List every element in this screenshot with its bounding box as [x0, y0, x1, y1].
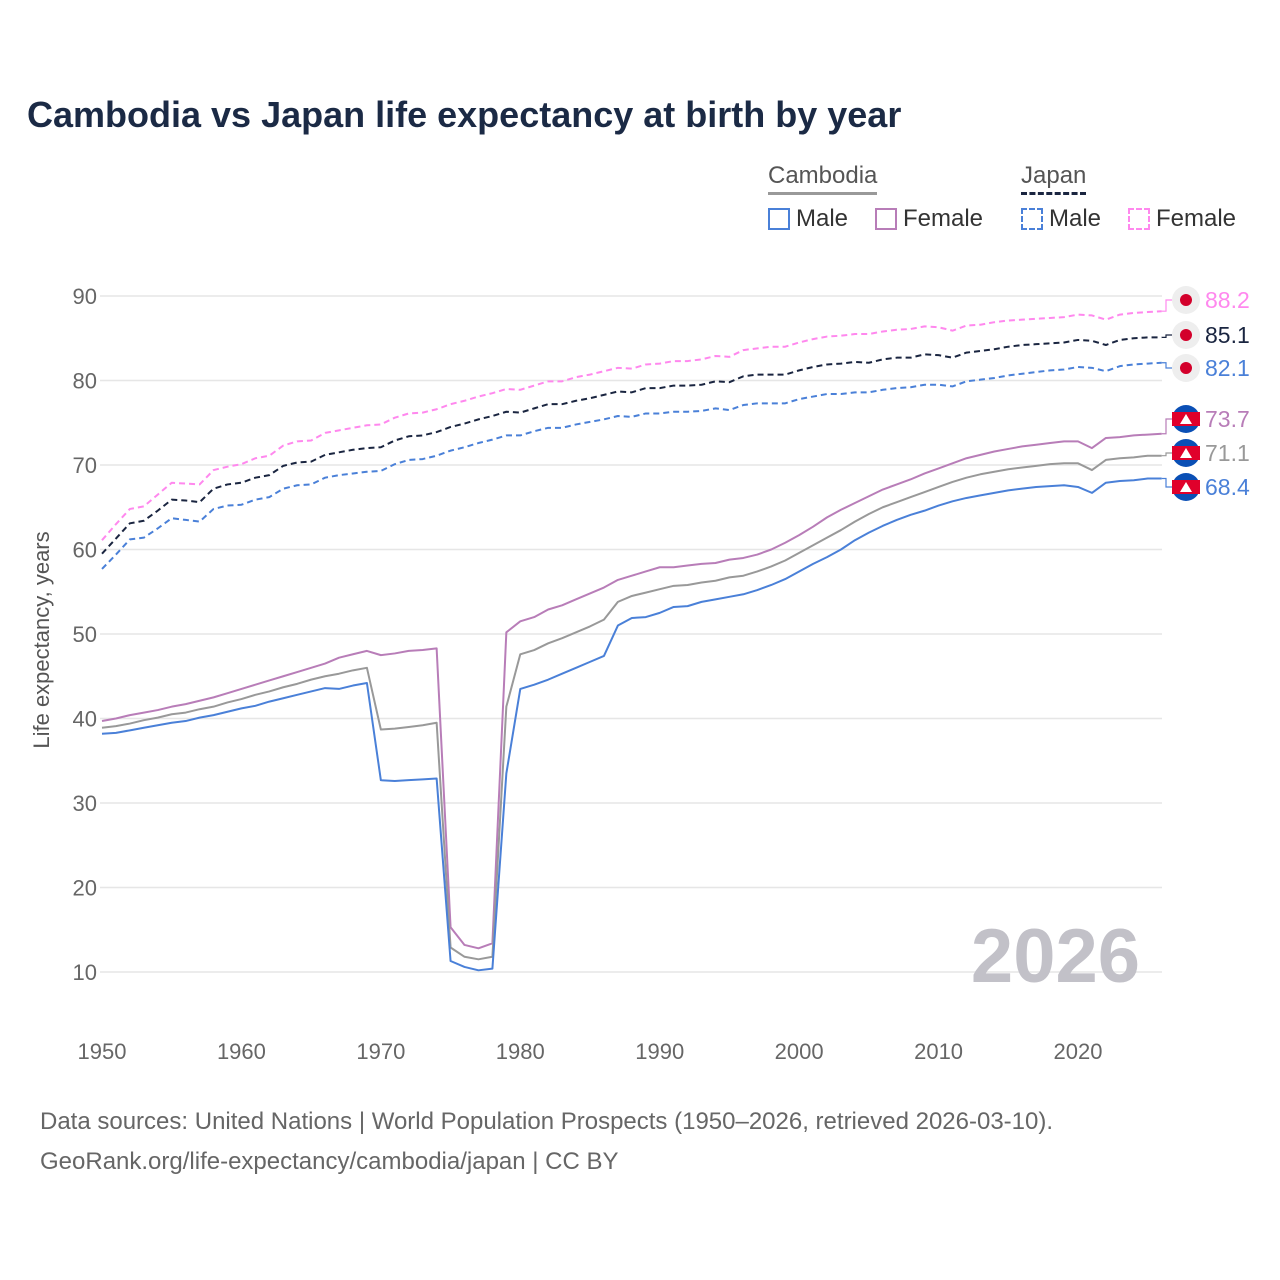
x-tick-label: 2010 [914, 1039, 963, 1064]
leader-line [1161, 477, 1172, 488]
y-tick-label: 30 [73, 791, 97, 816]
series-line-cambodia-total [101, 454, 1162, 961]
series-line-japan-male [101, 361, 1162, 570]
end-value-label: 68.4 [1205, 474, 1250, 500]
end-value-label: 73.7 [1205, 406, 1250, 432]
footer-link[interactable]: GeoRank.org/life-expectancy/cambodia/jap… [40, 1148, 619, 1175]
japan-flag-disc [1180, 329, 1192, 341]
y-tick-label: 70 [73, 453, 97, 478]
legend-japan-female[interactable]: Female [1128, 205, 1236, 233]
japan-flag-disc [1180, 362, 1192, 374]
x-tick-label: 1960 [217, 1039, 266, 1064]
legend-cambodia-male[interactable]: Male [768, 205, 848, 233]
y-tick-label: 80 [73, 369, 97, 394]
legend-group-cambodia: Cambodia [768, 162, 878, 195]
legend-japan-male[interactable]: Male [1021, 205, 1101, 233]
legend-label: Female [1156, 205, 1237, 232]
year-watermark: 2026 [971, 914, 1140, 999]
y-tick-label: 50 [73, 622, 97, 647]
leader-line [1161, 299, 1172, 312]
x-tick-label: 1980 [496, 1039, 545, 1064]
legend-label: Female [903, 205, 984, 232]
series-line-cambodia-female [101, 432, 1162, 950]
leader-line [1161, 334, 1172, 339]
leader-line [1161, 362, 1172, 369]
series-line-japan-female [101, 310, 1162, 541]
footer-sources: Data sources: United Nations | World Pop… [40, 1108, 1054, 1135]
y-tick-label: 60 [73, 538, 97, 563]
legend-swatch [768, 208, 790, 230]
cambodia-flag-temple [1180, 414, 1192, 424]
leader-line [1161, 452, 1172, 457]
y-tick-label: 90 [73, 284, 97, 309]
end-value-label: 88.2 [1205, 287, 1250, 313]
legend-swatch [1021, 208, 1043, 230]
legend-swatch [875, 208, 897, 230]
legend-label: Male [1049, 205, 1102, 232]
x-tick-label: 1950 [78, 1039, 127, 1064]
series-line-japan-total [101, 336, 1162, 555]
end-value-label: 85.1 [1205, 322, 1250, 348]
series-line-cambodia-male [101, 477, 1162, 972]
y-tick-label: 10 [73, 960, 97, 985]
legend-cambodia-female[interactable]: Female [875, 205, 983, 233]
leader-line [1161, 418, 1172, 435]
cambodia-flag-temple [1180, 448, 1192, 458]
legend-group-japan: Japan [1021, 162, 1087, 195]
cambodia-flag-temple [1180, 482, 1192, 492]
x-tick-label: 1970 [356, 1039, 405, 1064]
japan-flag-disc [1180, 294, 1192, 306]
x-tick-label: 2000 [775, 1039, 824, 1064]
x-tick-label: 1990 [635, 1039, 684, 1064]
legend-label: Male [796, 205, 849, 232]
chart-title: Cambodia vs Japan life expectancy at bir… [27, 94, 902, 135]
legend-swatch [1128, 208, 1150, 230]
x-tick-label: 2020 [1054, 1039, 1103, 1064]
y-tick-label: 40 [73, 707, 97, 732]
y-tick-label: 20 [73, 876, 97, 901]
end-value-label: 71.1 [1205, 440, 1250, 466]
end-value-label: 82.1 [1205, 355, 1250, 381]
